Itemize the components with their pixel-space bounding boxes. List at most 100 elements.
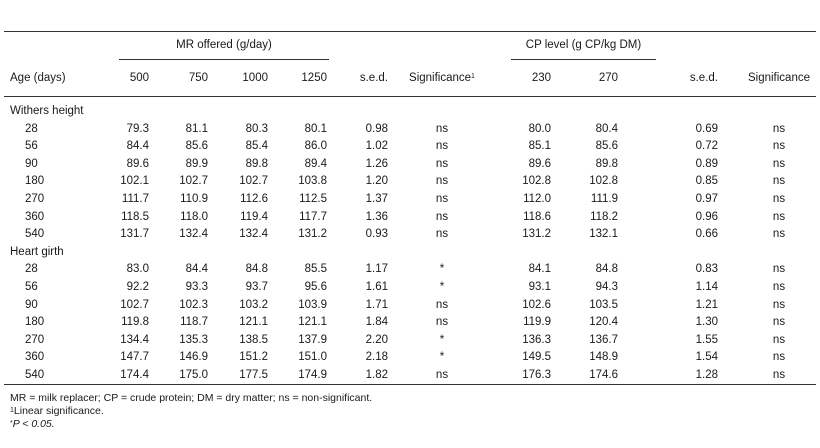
table-cell: 151.0 [298, 351, 327, 364]
top-rule [4, 31, 816, 32]
column-header: Significance [747, 72, 810, 84]
table-cell: 0.85 [695, 175, 718, 188]
table-cell: 93.1 [528, 281, 551, 293]
table-cell: 1.14 [695, 281, 718, 293]
table-cell: 147.7 [120, 351, 149, 364]
table-cell: 1.71 [365, 298, 388, 311]
table-cell: 136.7 [589, 333, 618, 346]
table-cell: 134.4 [120, 333, 149, 346]
table-cell: 0.98 [365, 122, 388, 135]
table-cell: 84.8 [595, 263, 618, 276]
table-cell: 89.4 [304, 157, 327, 170]
table-cell: 118.2 [590, 210, 618, 223]
table-cell: 1.84 [365, 316, 388, 329]
table-cell: 121.1 [239, 316, 268, 329]
mr-group-rule [119, 59, 329, 60]
row-label: 270 [25, 193, 45, 205]
table-cell: 1.55 [695, 333, 718, 346]
table-cell: ns [772, 210, 786, 223]
table-cell: 112.5 [299, 193, 327, 205]
table-cell: 110.9 [180, 193, 208, 205]
table-cell: 84.1 [528, 263, 551, 276]
table-cell: 85.5 [304, 263, 327, 276]
table-cell: 117.7 [299, 210, 327, 223]
row-label: 90 [25, 298, 38, 311]
table-cell: ns [435, 298, 449, 311]
table-cell: 112.6 [240, 193, 268, 205]
table-cell: ns [772, 369, 786, 381]
column-header: 270 [598, 72, 618, 84]
table-cell: 120.4 [589, 316, 618, 329]
table-cell: 80.3 [245, 122, 268, 135]
table-cell: 85.6 [595, 140, 618, 153]
table-cell: ns [435, 228, 449, 241]
group-header-mr: MR offered (g/day) [176, 39, 272, 51]
table-cell: ns [772, 122, 786, 135]
table-cell: 89.6 [126, 157, 149, 170]
table-cell: ns [772, 157, 786, 170]
row-label: 360 [25, 210, 45, 223]
table-cell: 103.9 [298, 298, 327, 311]
table-cell: * [439, 263, 445, 276]
table-cell: 1.17 [365, 263, 388, 276]
row-label: 180 [25, 175, 45, 188]
header-rule [4, 96, 816, 97]
table-cell: 121.1 [298, 316, 327, 329]
table-cell: 151.2 [239, 351, 268, 364]
table-cell: 80.1 [304, 122, 327, 135]
table-cell: 176.3 [522, 369, 551, 381]
table-cell: 1.28 [695, 369, 718, 381]
table-cell: 89.9 [185, 157, 208, 170]
table-cell: ns [772, 175, 786, 188]
table-cell: 148.9 [589, 351, 618, 364]
table-cell: 102.7 [179, 175, 208, 188]
table-cell: 1.37 [365, 193, 388, 205]
table-cell: 2.20 [365, 333, 388, 346]
table-cell: 136.3 [522, 333, 551, 346]
row-label: 28 [25, 122, 38, 135]
table-cell: ns [435, 157, 449, 170]
table-cell: 84.8 [245, 263, 268, 276]
table-cell: 132.4 [239, 228, 268, 241]
column-header: Age (days) [10, 72, 66, 84]
table-cell: 1.82 [365, 369, 388, 381]
table-cell: 85.1 [528, 140, 551, 153]
table-cell: 80.4 [595, 122, 618, 135]
table-cell: 84.4 [185, 263, 208, 276]
footnote-linear-text: Linear significance. [13, 405, 104, 417]
table-cell: 112.0 [523, 193, 551, 205]
row-label: 56 [25, 140, 38, 153]
table-cell: 102.1 [120, 175, 149, 188]
table-cell: 175.0 [179, 369, 208, 381]
column-header: 230 [531, 72, 551, 84]
table-cell: ns [772, 281, 786, 293]
table-cell: ns [772, 193, 786, 205]
table-cell: 0.89 [695, 157, 718, 170]
table-cell: 118.7 [180, 316, 208, 329]
column-header: 750 [188, 72, 208, 84]
table-cell: 84.4 [126, 140, 149, 153]
table-cell: ns [435, 369, 449, 381]
table-cell: 1.54 [695, 351, 718, 364]
table-cell: 85.6 [185, 140, 208, 153]
table-cell: 174.9 [298, 369, 327, 381]
table-cell: 103.8 [298, 175, 327, 188]
table-cell: 102.7 [120, 298, 149, 311]
table-cell: ns [772, 351, 786, 364]
table-cell: 0.96 [695, 210, 718, 223]
table-cell: 135.3 [179, 333, 208, 346]
table-cell: 0.66 [695, 228, 718, 241]
table-cell: 118.6 [523, 210, 551, 223]
table-cell: 94.3 [595, 281, 618, 293]
table-cell: 89.8 [595, 157, 618, 170]
table-cell: 0.69 [695, 122, 718, 135]
footnote-p-text: P < 0.05. [12, 418, 55, 430]
column-header: 500 [129, 72, 149, 84]
section-title: Heart girth [10, 245, 64, 258]
table-cell: 79.3 [126, 122, 149, 135]
table-cell: 1.26 [365, 157, 388, 170]
table-cell: 1.20 [365, 175, 388, 188]
table-cell: ns [435, 210, 449, 223]
row-label: 540 [25, 369, 45, 381]
table-cell: 102.6 [522, 298, 551, 311]
